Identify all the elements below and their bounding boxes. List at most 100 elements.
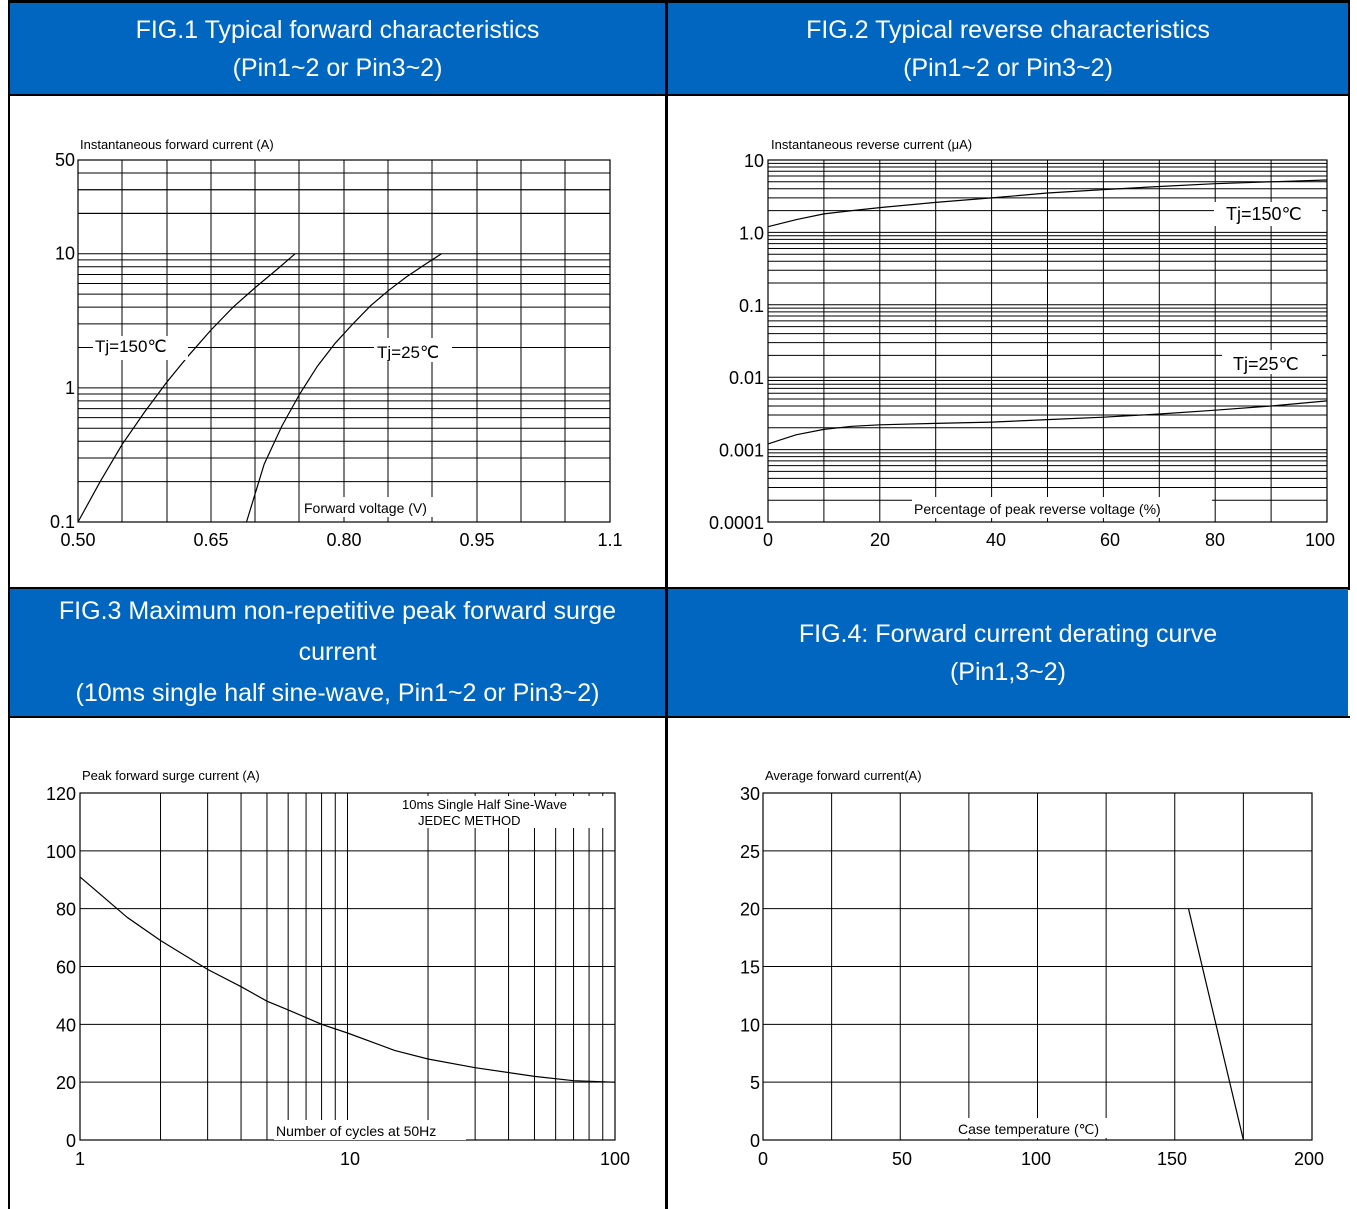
fig4-ytick-label: 25 (740, 842, 760, 862)
fig3-series-line (79, 876, 616, 1083)
fig1-series-line (245, 253, 442, 523)
fig3-annotation: JEDEC METHOD (418, 813, 521, 828)
fig3-xlabel-bg (274, 1120, 466, 1140)
fig2-frame (767, 159, 1328, 523)
fig1-label-bg (374, 338, 452, 362)
fig3-ytick-label: 20 (56, 1073, 76, 1093)
fig1-ytick-label: 1 (65, 378, 75, 398)
fig3-ytick-label: 40 (56, 1015, 76, 1035)
table-border-row1 (8, 94, 1350, 96)
fig3-title-cont: current (298, 638, 377, 666)
fig4-xtick-label: 150 (1157, 1149, 1187, 1169)
fig2-ytick-label: 1.0 (739, 223, 764, 243)
fig4-xlabel-bg (956, 1118, 1126, 1138)
table-border-row2 (8, 587, 1350, 589)
fig3-ytick-label: 80 (56, 900, 76, 920)
fig4-xtick-label: 100 (1021, 1149, 1051, 1169)
fig2-subtitle: (Pin1~2 or Pin3~2) (903, 53, 1113, 82)
fig3-title: FIG.3 Maximum non-repetitive peak forwar… (58, 597, 617, 625)
fig1-xtick-label: 0.50 (60, 530, 95, 550)
fig4-ytick-label: 0 (750, 1131, 760, 1151)
fig3-annotation-bg (398, 796, 610, 828)
fig4-title: FIG.4: Forward current derating curve (798, 619, 1218, 648)
fig3-ylabel: Peak forward surge current (A) (82, 768, 260, 783)
fig4-chart: Average forward current(A) Case temperatu… (740, 767, 1324, 1169)
fig2-xlabel-bg (912, 497, 1212, 518)
fig2-header: FIG.2 Typical reverse characteristics (P… (668, 3, 1348, 94)
fig3-header: FIG.3 Maximum non-repetitive peak forwar… (10, 589, 665, 716)
fig2-series-line (767, 179, 1328, 228)
fig4-ytick-label: 30 (740, 784, 760, 804)
fig2-ytick-label: 0.01 (729, 368, 764, 388)
fig2-xtick-label: 0 (763, 530, 773, 550)
fig1-series-line (77, 253, 296, 523)
fig3-xtick-label: 1 (75, 1149, 85, 1169)
table-border-middle (665, 0, 668, 1209)
fig1-ytick-label: 50 (55, 150, 75, 170)
fig2-ylabel-bg (768, 135, 1038, 153)
fig3-ylabel-bg (80, 767, 305, 785)
fig2-label-bg (1222, 350, 1322, 374)
fig2-xtick-label: 80 (1205, 530, 1225, 550)
fig3-xtick-label: 100 (600, 1149, 630, 1169)
fig4-xlabel: Case temperature (℃) (958, 1121, 1099, 1137)
fig1-xtick-label: 1.1 (597, 530, 622, 550)
table-border-row3 (8, 716, 1350, 718)
fig2-chart: Tj=150℃ Tj=25℃ Instantaneous reverse curre… (709, 135, 1335, 550)
fig2-xtick-label: 100 (1305, 530, 1335, 550)
fig1-ylabel: Instantaneous forward current (A) (80, 137, 274, 152)
fig4-header: FIG.4: Forward current derating curve (P… (668, 589, 1348, 716)
fig1-header: FIG.1 Typical forward characteristics (P… (10, 3, 665, 94)
fig1-xtick-label: 0.80 (326, 530, 361, 550)
fig3-ytick-label: 100 (46, 842, 76, 862)
fig1-ytick-label: 0.1 (50, 512, 75, 532)
fig4-ytick-label: 10 (740, 1015, 760, 1035)
fig2-series-line (767, 400, 1328, 445)
fig4-subtitle: (Pin1,3~2) (949, 657, 1067, 686)
fig4-ytick-label: 5 (750, 1073, 760, 1093)
fig4-ylabel-bg (763, 767, 963, 785)
fig4-ylabel: Average forward current(A) (765, 768, 922, 783)
fig3-ytick-label: 60 (56, 958, 76, 978)
fig4-xtick-label: 200 (1294, 1149, 1324, 1169)
fig3-xtick-label: 10 (340, 1149, 360, 1169)
fig2-ytick-label: 10 (744, 151, 764, 171)
fig1-xlabel-bg (302, 497, 446, 517)
fig2-xtick-label: 60 (1100, 530, 1120, 550)
fig1-ylabel-bg (78, 135, 318, 153)
fig1-series-label: Tj=150℃ (95, 337, 167, 356)
fig1-frame (77, 159, 611, 523)
fig2-series-label: Tj=25℃ (1233, 354, 1299, 374)
fig3-annotation: 10ms Single Half Sine-Wave (402, 797, 567, 812)
fig2-ylabel: Instantaneous reverse current (μA) (771, 137, 972, 152)
fig2-xtick-label: 40 (986, 530, 1006, 550)
fig2-series-label: Tj=150℃ (1226, 204, 1302, 224)
fig4-xtick-label: 0 (758, 1149, 768, 1169)
table-border-right (1348, 0, 1350, 590)
fig4-xtick-label: 50 (892, 1149, 912, 1169)
fig2-ytick-label: 0.0001 (709, 513, 764, 533)
fig2-xtick-label: 20 (870, 530, 890, 550)
fig2-ytick-label: 0.001 (719, 441, 764, 461)
fig1-chart: Tj=150℃ Tj=25℃ Instantaneous forward curre… (50, 135, 623, 550)
table-border-left (8, 0, 10, 1209)
fig1-label-bg (93, 336, 188, 360)
fig4-ytick-label: 20 (740, 900, 760, 920)
fig3-ytick-label: 0 (66, 1131, 76, 1151)
fig1-xtick-label: 0.65 (193, 530, 228, 550)
fig1-xlabel: Forward voltage (V) (304, 500, 427, 516)
fig4-ytick-label: 15 (740, 958, 760, 978)
fig3-ytick-label: 120 (46, 784, 76, 804)
table-border-top (8, 0, 1350, 3)
fig1-series-label: Tj=25℃ (377, 343, 439, 362)
fig2-label-bg (1214, 202, 1322, 226)
fig3-subtitle: (10ms single half sine-wave, Pin1~2 or P… (75, 679, 600, 707)
fig1-subtitle: (Pin1~2 or Pin3~2) (232, 53, 443, 82)
fig1-title: FIG.1 Typical forward characteristics (135, 15, 540, 44)
fig2-ytick-label: 0.1 (739, 296, 764, 316)
fig1-xtick-label: 0.95 (459, 530, 494, 550)
fig2-title: FIG.2 Typical reverse characteristics (806, 15, 1210, 44)
fig4-frame (762, 792, 1313, 1141)
